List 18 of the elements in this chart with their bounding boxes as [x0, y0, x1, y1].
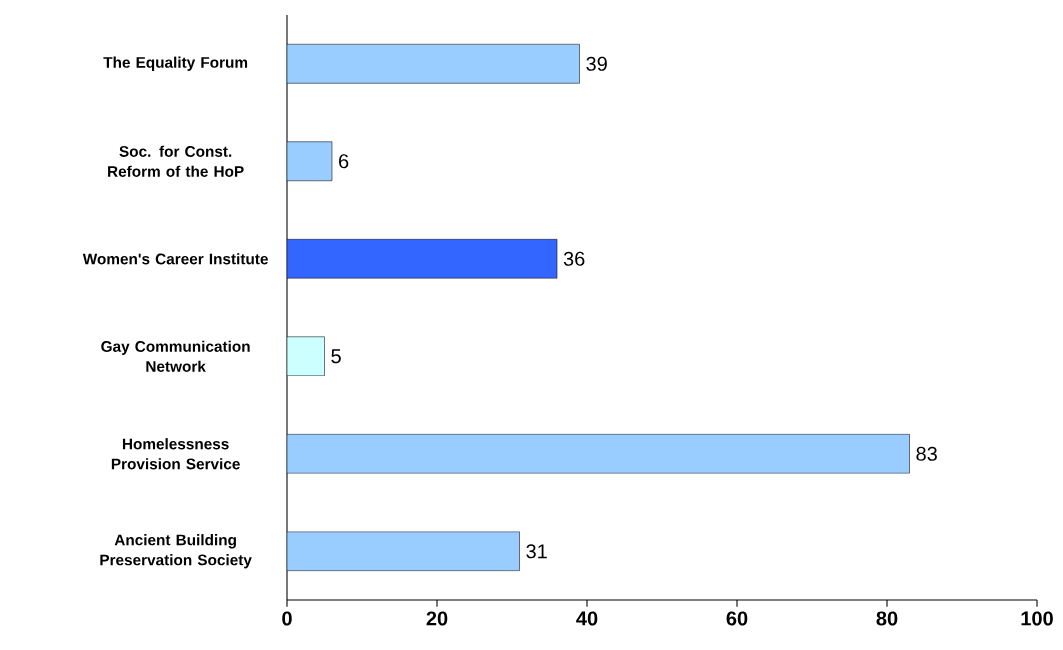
y-tick-label: Ancient Building Preservation Society — [100, 534, 252, 569]
data-label: 83 — [916, 446, 937, 461]
data-label: 36 — [563, 251, 585, 266]
y-tick-label: The Equality Forum — [103, 56, 248, 71]
x-tick-label: 0 — [282, 611, 292, 626]
x-tick-label: 80 — [876, 611, 898, 626]
x-tick-label: 40 — [576, 611, 598, 626]
data-label: 39 — [586, 56, 607, 71]
x-tick-label: 20 — [426, 611, 448, 626]
data-label: 31 — [526, 544, 547, 559]
data-label: 6 — [339, 154, 349, 169]
y-tick-label: Soc. for Const. Reform of the HoP — [108, 145, 244, 177]
x-tick-label: 60 — [726, 611, 748, 626]
y-tick-label: Gay Communication Network — [101, 340, 250, 372]
data-label: 5 — [331, 349, 341, 364]
y-tick-label: Homelessness Provision Service — [111, 438, 240, 470]
x-tick-label: 100 — [1021, 611, 1053, 626]
y-tick-label: Women's Career Institute — [82, 253, 268, 265]
